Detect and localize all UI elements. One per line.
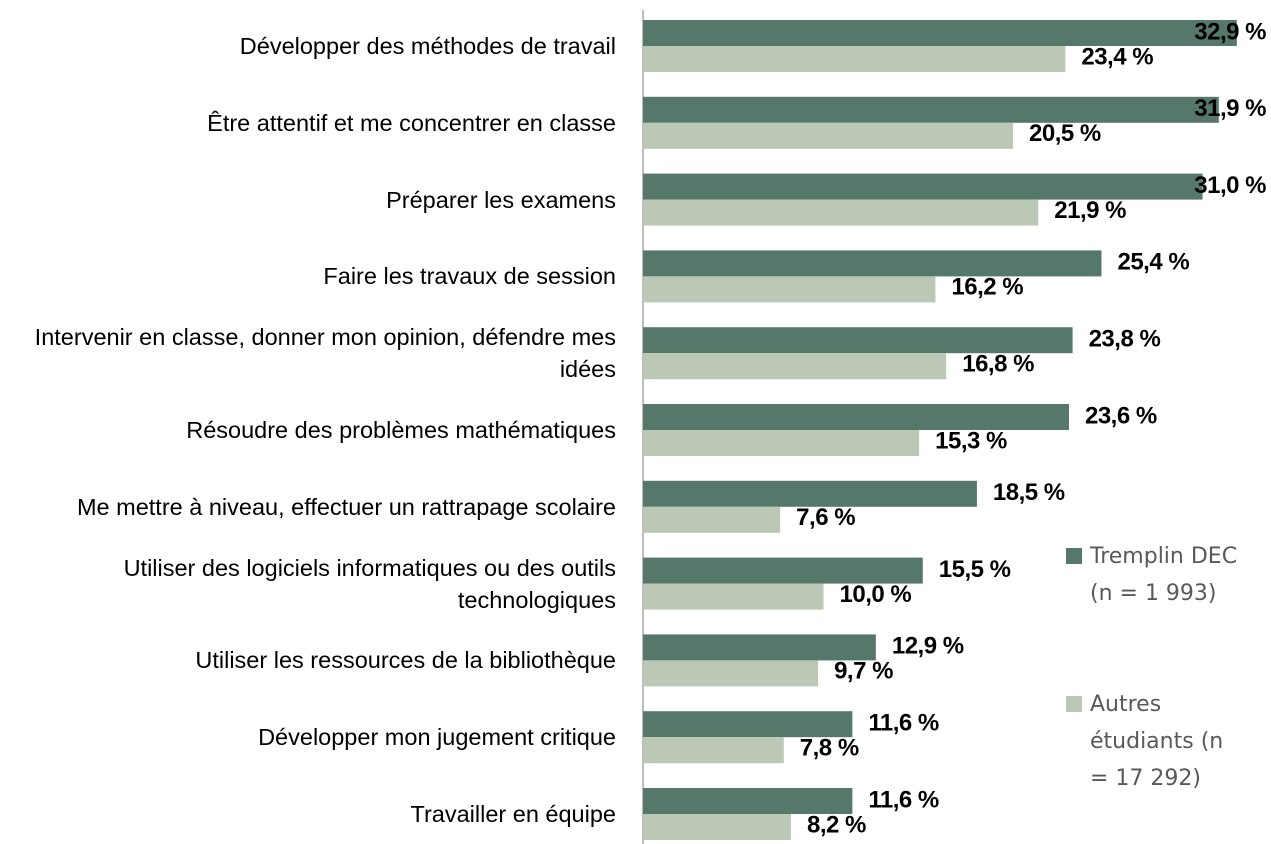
bar <box>643 634 876 661</box>
value-label: 25,4 % <box>1117 249 1189 276</box>
category-label: Être attentif et me concentrer en classe <box>207 109 616 136</box>
legend-swatch <box>1066 548 1082 564</box>
value-label: 23,6 % <box>1085 402 1157 429</box>
value-label: 23,4 % <box>1081 43 1153 70</box>
bar <box>643 737 784 764</box>
bar <box>643 660 819 687</box>
value-label: 15,3 % <box>935 427 1007 454</box>
bar <box>643 96 1219 123</box>
bar <box>643 583 824 610</box>
value-label: 11,6 % <box>868 710 939 737</box>
category-label: Intervenir en classe, donner mon opinion… <box>34 324 616 383</box>
bar <box>643 814 792 840</box>
bar <box>643 506 781 533</box>
category-label: Préparer les examens <box>386 186 616 213</box>
bar <box>643 276 936 303</box>
value-label: 12,9 % <box>892 633 964 660</box>
bar <box>643 480 977 507</box>
category-label: Me mettre à niveau, effectuer un rattrap… <box>76 493 616 520</box>
bar <box>643 20 1237 46</box>
category-label: Développer mon jugement critique <box>258 724 616 751</box>
bar <box>643 711 853 738</box>
bar <box>643 46 1066 72</box>
value-label: 20,5 % <box>1029 120 1101 147</box>
category-label: Résoudre des problèmes mathématiques <box>186 417 616 443</box>
bar <box>643 557 923 584</box>
value-label: 11,6 % <box>868 786 939 813</box>
value-label: 31,9 % <box>1194 95 1266 122</box>
value-label: 8,2 % <box>807 811 866 838</box>
value-label: 31,0 % <box>1194 172 1266 199</box>
bar <box>643 122 1014 149</box>
value-label: 18,5 % <box>993 479 1065 506</box>
bar <box>643 250 1102 277</box>
bar <box>643 327 1073 354</box>
value-label: 7,8 % <box>800 735 859 762</box>
bar <box>643 404 1069 430</box>
category-label: Utiliser des logiciels informatiques ou … <box>123 554 616 613</box>
value-label: 9,7 % <box>834 658 893 685</box>
value-label: 15,5 % <box>939 556 1011 583</box>
value-label: 21,9 % <box>1054 197 1126 224</box>
bar <box>643 199 1039 226</box>
bar <box>643 173 1203 200</box>
value-label: 7,6 % <box>796 504 855 531</box>
legend-label: Autres étudiants (n = 17 292) <box>1090 692 1224 791</box>
value-label: 23,8 % <box>1089 326 1161 353</box>
legend-label: Tremplin DEC (n = 1 993) <box>1090 544 1238 606</box>
bar <box>643 353 947 380</box>
value-label: 16,8 % <box>962 351 1034 378</box>
category-label: Travailler en équipe <box>410 801 616 827</box>
category-label: Utiliser les ressources de la bibliothèq… <box>195 647 616 674</box>
legend-swatch <box>1066 696 1082 712</box>
bar <box>643 430 920 456</box>
category-label: Faire les travaux de session <box>323 263 616 290</box>
value-label: 10,0 % <box>840 581 912 608</box>
category-label: Développer des méthodes de travail <box>239 33 616 59</box>
bar <box>643 788 853 814</box>
value-label: 16,2 % <box>951 274 1023 301</box>
value-label: 32,9 % <box>1194 18 1266 45</box>
